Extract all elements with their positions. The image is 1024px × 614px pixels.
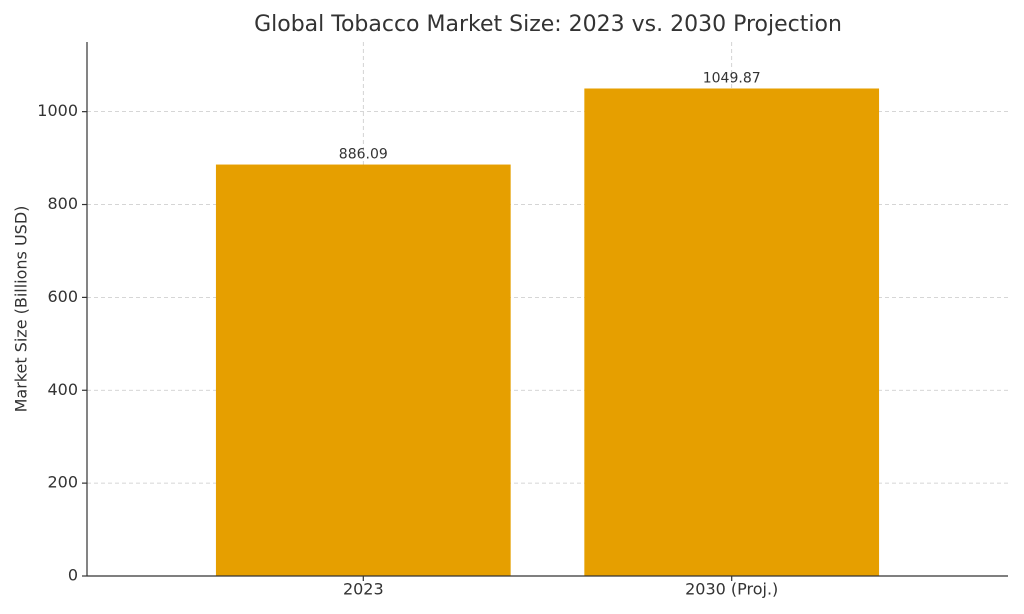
y-tick-label: 400 — [47, 380, 78, 399]
y-tick-label: 0 — [68, 566, 78, 585]
x-tick-label: 2023 — [343, 580, 384, 599]
x-tick-label: 2030 (Proj.) — [685, 580, 778, 599]
y-axis-label: Market Size (Billions USD) — [12, 206, 31, 413]
chart-title: Global Tobacco Market Size: 2023 vs. 203… — [254, 12, 842, 37]
y-tick-label: 1000 — [37, 101, 78, 120]
bar — [584, 88, 880, 576]
y-tick-label: 800 — [47, 194, 78, 213]
value-label: 1049.87 — [703, 70, 761, 86]
y-tick-label: 600 — [47, 287, 78, 306]
bar — [215, 164, 511, 577]
y-tick-label: 200 — [47, 473, 78, 492]
value-label: 886.09 — [339, 147, 388, 163]
